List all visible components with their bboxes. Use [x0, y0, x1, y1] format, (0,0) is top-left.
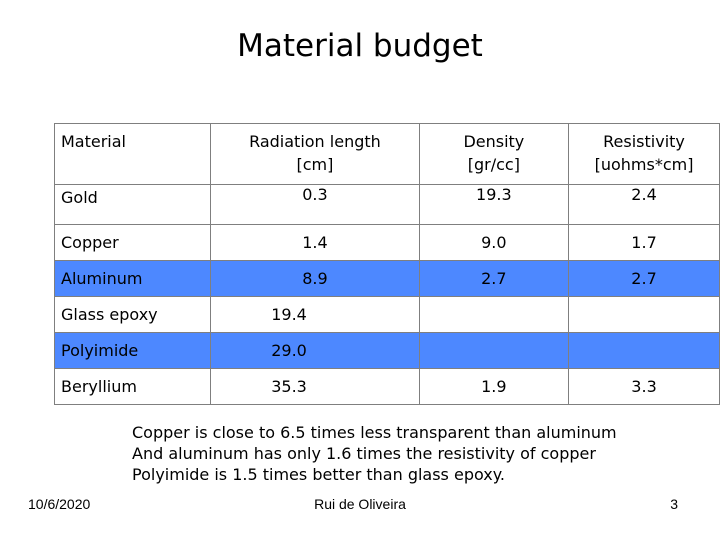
cell-resistivity: 1.7 — [568, 224, 720, 261]
header-radiation-line2: [cm] — [296, 155, 334, 174]
table-header-row: Material Radiation length [cm] Density [… — [53, 123, 720, 185]
header-density-line2: [gr/cc] — [467, 155, 520, 174]
footer-date: 10/6/2020 — [28, 496, 91, 512]
note-line: And aluminum has only 1.6 times the resi… — [132, 444, 596, 463]
footer-author: Rui de Oliveira — [314, 496, 406, 512]
cell-radiation: 0.3 — [210, 184, 420, 225]
cell-material: Polyimide — [53, 332, 212, 369]
cell-resistivity: 2.4 — [568, 184, 720, 225]
table-row-glass-epoxy: Glass epoxy 19.4 — [53, 296, 720, 333]
table-row-gold: Gold 0.3 19.3 2.4 — [53, 184, 720, 225]
cell-material: Glass epoxy — [53, 296, 212, 333]
cell-material: Gold — [53, 184, 212, 225]
header-resistivity: Resistivity [uohms*cm] — [568, 123, 720, 185]
header-density: Density [gr/cc] — [418, 123, 570, 185]
table-row-aluminum: Aluminum 8.9 2.7 2.7 — [53, 260, 720, 297]
slide-title: Material budget — [237, 28, 483, 64]
table-row-copper: Copper 1.4 9.0 1.7 — [53, 224, 720, 261]
cell-density — [418, 296, 570, 333]
header-material: Material — [53, 123, 212, 185]
cell-radiation: 29.0 — [210, 332, 420, 369]
cell-density: 19.3 — [418, 184, 570, 225]
cell-resistivity: 2.7 — [568, 260, 720, 297]
cell-material: Beryllium — [53, 368, 212, 405]
cell-material: Aluminum — [53, 260, 212, 297]
cell-radiation: 35.3 — [210, 368, 420, 405]
cell-density: 9.0 — [418, 224, 570, 261]
header-density-line1: Density — [463, 132, 525, 151]
cell-density — [418, 332, 570, 369]
footer-page-number: 3 — [670, 496, 678, 512]
header-resistivity-line1: Resistivity — [603, 132, 685, 151]
cell-density: 1.9 — [418, 368, 570, 405]
cell-density: 2.7 — [418, 260, 570, 297]
cell-resistivity — [568, 296, 720, 333]
header-resistivity-line2: [uohms*cm] — [594, 155, 694, 174]
note-line: Copper is close to 6.5 times less transp… — [132, 423, 617, 442]
note-line: Polyimide is 1.5 times better than glass… — [132, 465, 506, 484]
cell-resistivity — [568, 332, 720, 369]
notes-block: Copper is close to 6.5 times less transp… — [132, 422, 617, 485]
cell-resistivity: 3.3 — [568, 368, 720, 405]
table-row-beryllium: Beryllium 35.3 1.9 3.3 — [53, 368, 720, 405]
header-radiation-line1: Radiation length — [249, 132, 381, 151]
cell-radiation: 8.9 — [210, 260, 420, 297]
table-row-polyimide: Polyimide 29.0 — [53, 332, 720, 369]
material-table: Material Radiation length [cm] Density [… — [53, 123, 720, 405]
header-radiation-length: Radiation length [cm] — [210, 123, 420, 185]
cell-material: Copper — [53, 224, 212, 261]
cell-radiation: 19.4 — [210, 296, 420, 333]
cell-radiation: 1.4 — [210, 224, 420, 261]
